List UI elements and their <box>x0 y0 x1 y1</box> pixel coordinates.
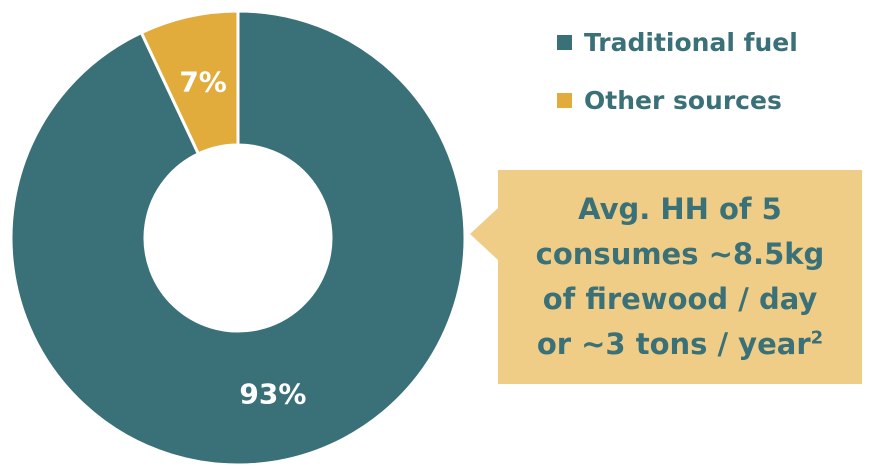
callout-line-1: Avg. HH of 5 <box>578 192 782 226</box>
legend-label-other-sources: Other sources <box>584 85 782 115</box>
donut-data-labels: 93% 7% <box>179 65 306 410</box>
data-label-traditional-fuel: 93% <box>239 378 306 411</box>
footnote-superscript: 2 <box>810 327 824 349</box>
callout-line-4-text: or ~3 tons / year <box>536 327 811 361</box>
donut-slices <box>9 9 467 467</box>
legend-swatch-traditional-fuel <box>557 34 572 50</box>
callout-pointer <box>470 208 498 260</box>
donut-slice-traditional-fuel <box>9 9 467 467</box>
callout-line-3: of firewood / day <box>542 282 818 316</box>
data-label-other-sources: 7% <box>179 65 227 98</box>
callout-line-2: consumes ~8.5kg <box>535 237 825 271</box>
donut-slice-other-sources <box>139 9 240 156</box>
legend: Traditional fuel Other sources <box>557 22 798 138</box>
legend-item-traditional-fuel: Traditional fuel <box>557 22 798 62</box>
legend-label-traditional-fuel: Traditional fuel <box>584 27 798 57</box>
legend-swatch-other-sources <box>557 92 572 108</box>
legend-item-other-sources: Other sources <box>557 80 798 120</box>
callout-box: Avg. HH of 5 consumes ~8.5kg of firewood… <box>498 170 862 384</box>
callout-line-4: or ~3 tons / year2 <box>537 322 823 367</box>
